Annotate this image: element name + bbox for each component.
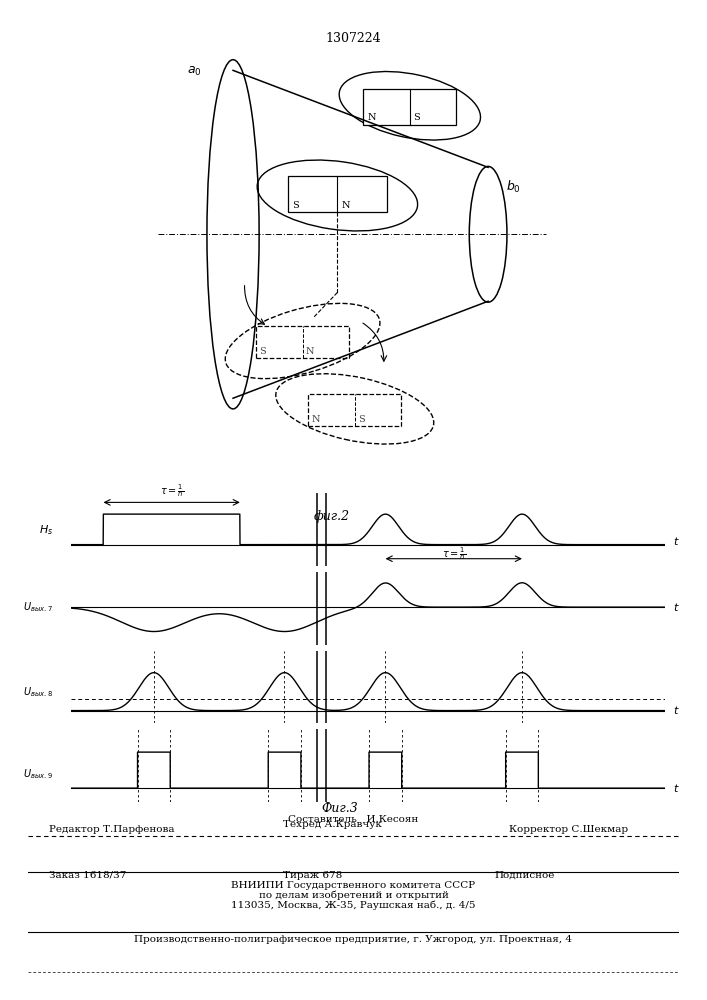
Text: Техред А.Кравчук: Техред А.Кравчук (283, 820, 382, 829)
Text: ВНИИПИ Государственного комитета СССР: ВНИИПИ Государственного комитета СССР (231, 881, 476, 890)
Text: Корректор С.Шекмар: Корректор С.Шекмар (509, 825, 628, 834)
Text: $U_{вых.9}$: $U_{вых.9}$ (23, 767, 53, 781)
Text: 1307224: 1307224 (326, 32, 381, 45)
Text: 113035, Москва, Ж-35, Раушская наб., д. 4/5: 113035, Москва, Ж-35, Раушская наб., д. … (231, 900, 476, 910)
Text: N: N (341, 201, 350, 210)
Text: $a_0$: $a_0$ (187, 65, 201, 78)
Text: S: S (358, 415, 364, 424)
Text: N: N (311, 415, 320, 424)
Text: Подписное: Подписное (495, 871, 555, 880)
Text: фиг.2: фиг.2 (313, 510, 350, 523)
Text: $U_{вых.7}$: $U_{вых.7}$ (23, 600, 53, 614)
Text: $b_0$: $b_0$ (506, 179, 520, 195)
Text: по делам изобретений и открытий: по делам изобретений и открытий (259, 890, 448, 900)
FancyBboxPatch shape (363, 89, 456, 125)
Text: $U_{вых.8}$: $U_{вых.8}$ (23, 685, 53, 699)
Text: Производственно-полиграфическое предприятие, г. Ужгород, ул. Проектная, 4: Производственно-полиграфическое предприя… (134, 935, 573, 944)
Text: $\tau=\frac{1}{n}$: $\tau=\frac{1}{n}$ (442, 546, 466, 562)
Text: $t$: $t$ (674, 601, 680, 613)
Text: S: S (292, 201, 299, 210)
Text: Составитель   И.Кесоян: Составитель И.Кесоян (288, 815, 419, 824)
Text: $H_s$: $H_s$ (39, 524, 53, 537)
Text: Тираж 678: Тираж 678 (283, 871, 342, 880)
Text: $\tau=\frac{1}{n}$: $\tau=\frac{1}{n}$ (160, 482, 184, 499)
FancyBboxPatch shape (288, 176, 387, 212)
Text: S: S (259, 347, 266, 356)
Text: Фиг.3: Фиг.3 (321, 802, 358, 815)
Text: $t$: $t$ (674, 704, 680, 716)
Text: $t$: $t$ (674, 782, 680, 794)
Text: N: N (305, 347, 314, 356)
Text: Редактор Т.Парфенова: Редактор Т.Парфенова (49, 825, 175, 834)
Text: Заказ 1618/37: Заказ 1618/37 (49, 871, 127, 880)
Text: N: N (368, 113, 376, 122)
Text: S: S (413, 113, 419, 122)
Text: $t$: $t$ (674, 535, 680, 547)
